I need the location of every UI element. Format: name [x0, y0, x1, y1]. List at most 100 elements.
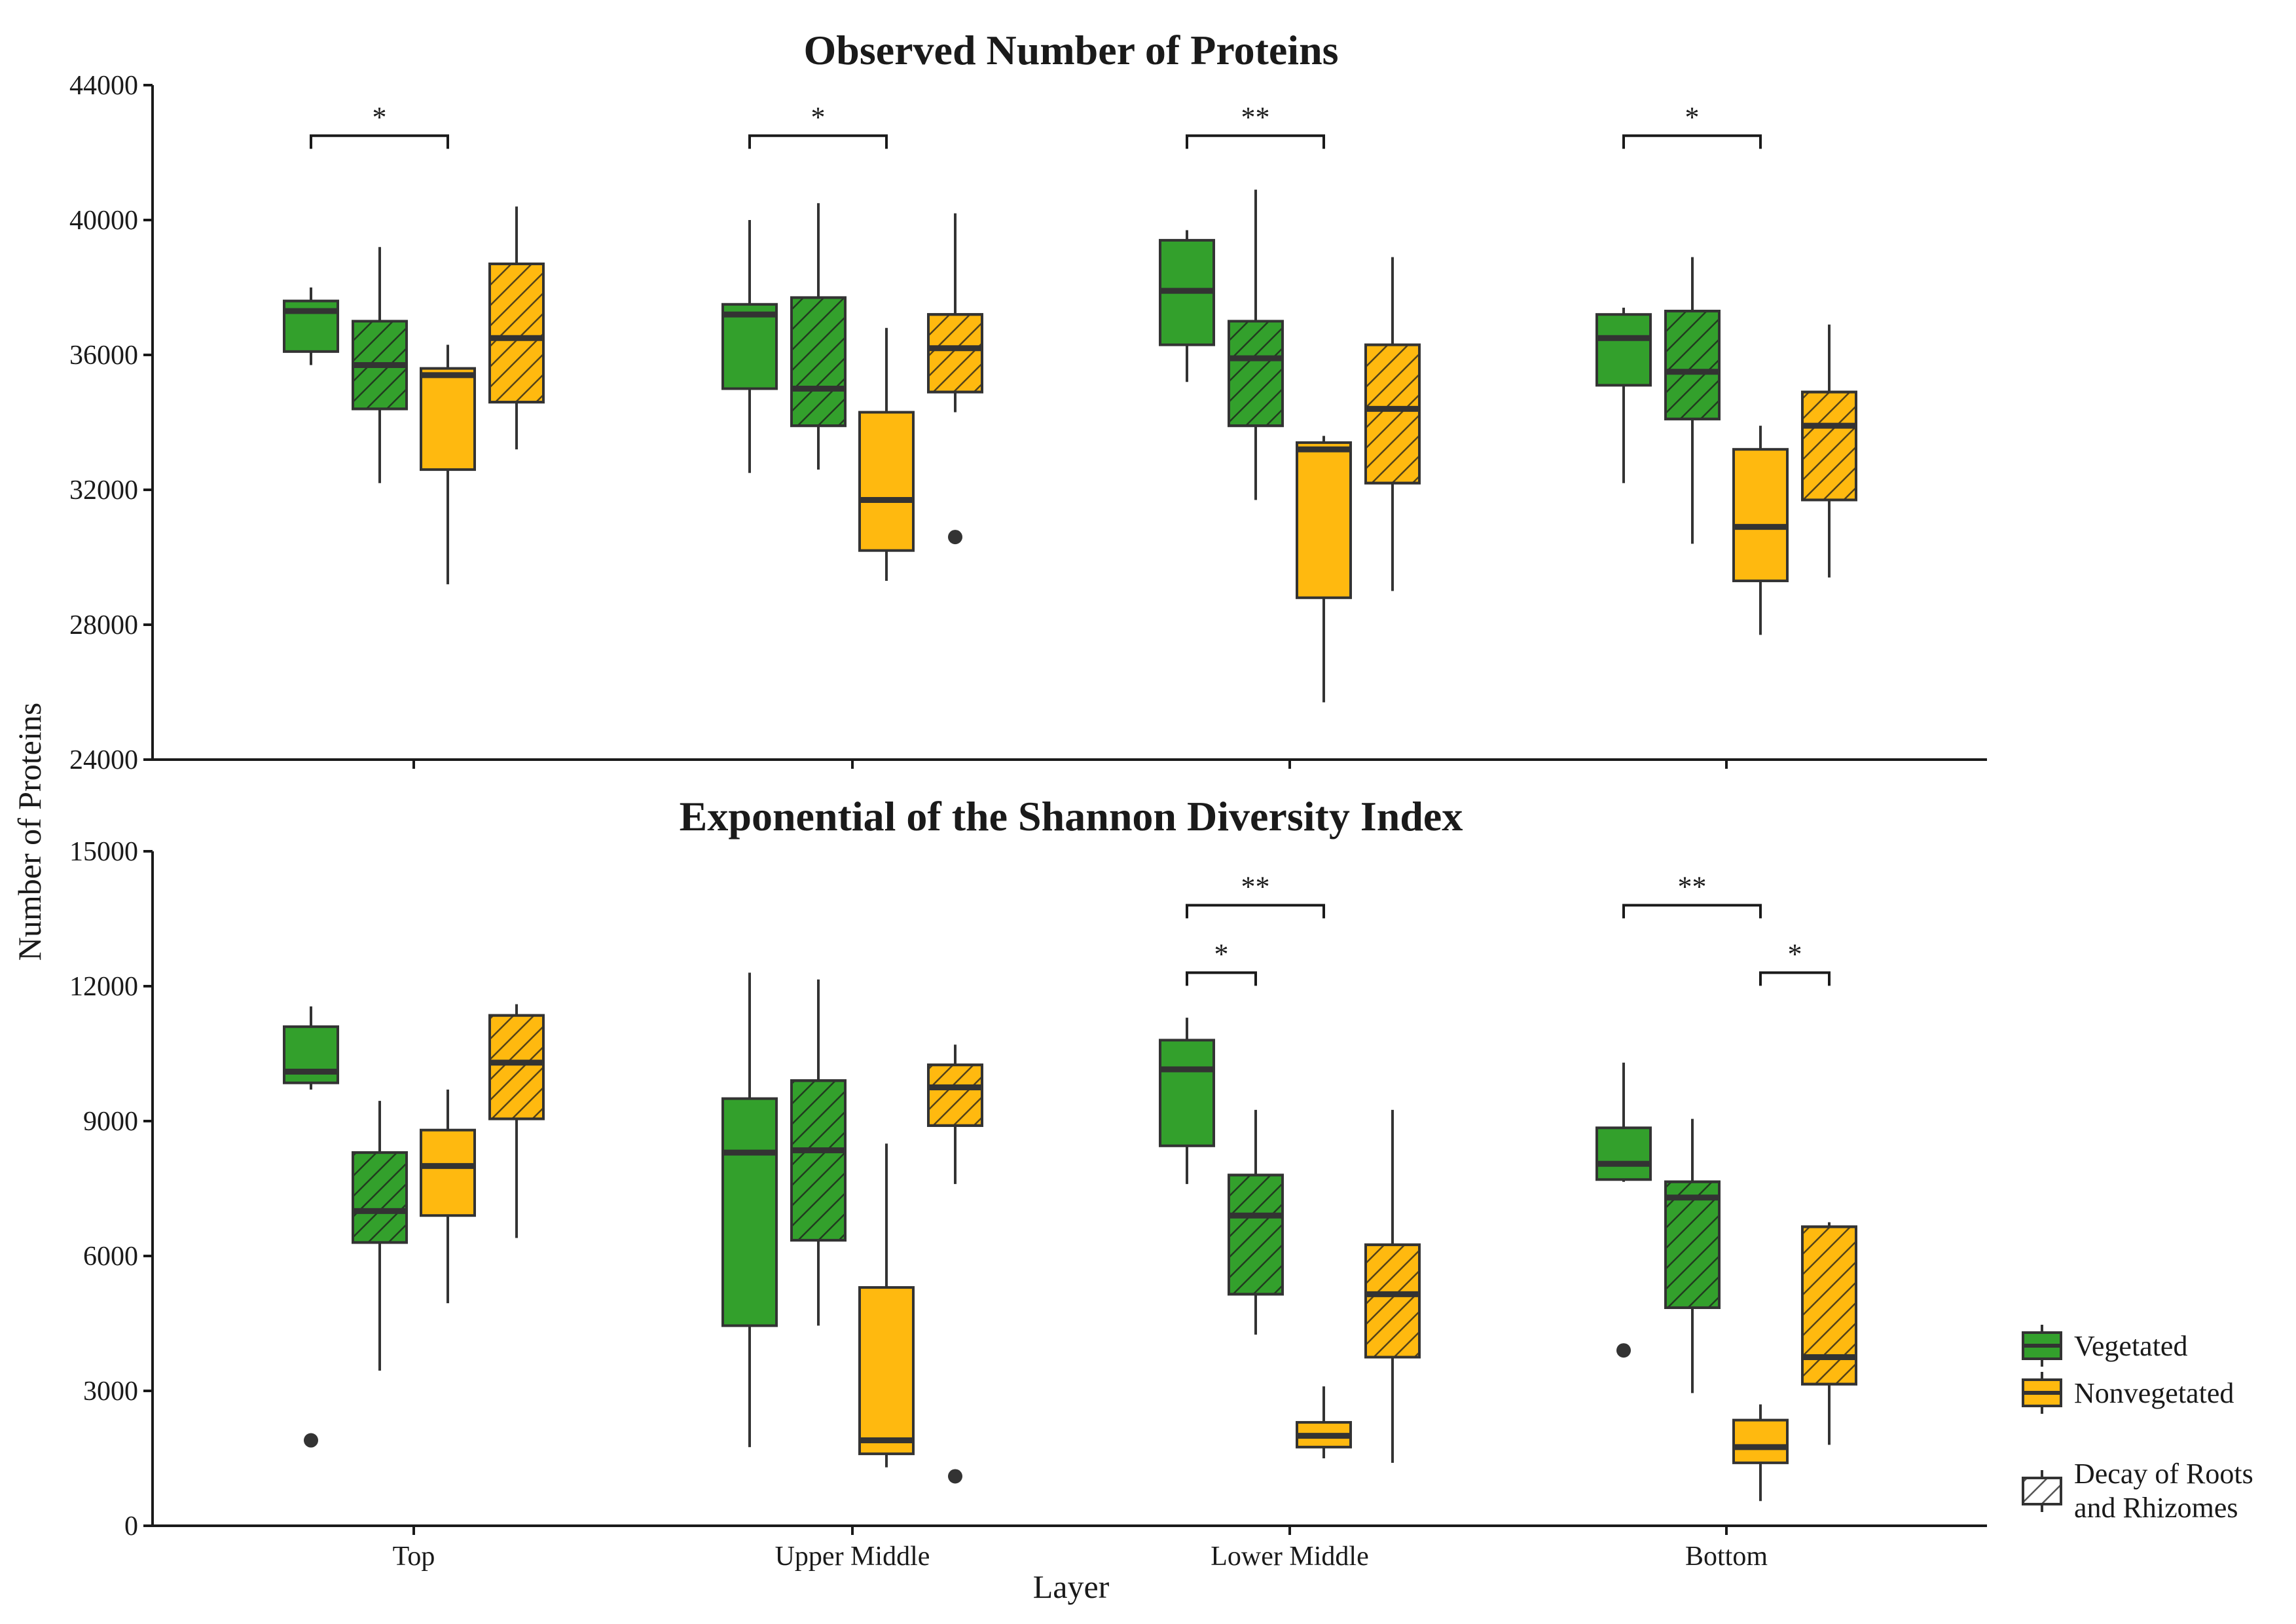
- significance-label: *: [1685, 101, 1700, 133]
- y-tick-label: 9000: [83, 1107, 138, 1137]
- box-body: [1595, 313, 1652, 387]
- box-hatch: [1664, 1180, 1721, 1309]
- box-hatch: [927, 313, 983, 394]
- box-vegetated-decay-2: [1228, 189, 1284, 500]
- box-body: [721, 1097, 778, 1327]
- box-body: [858, 411, 915, 552]
- box-vegetated-1: [721, 972, 778, 1447]
- outlier-point: [948, 530, 962, 545]
- legend-label: Decay of Roots: [2074, 1458, 2253, 1490]
- box-nonvegetated-2: [1296, 1386, 1352, 1458]
- panel-title: Observed Number of Proteins: [803, 27, 1338, 73]
- box-nonvegetated-decay-3: [1801, 1222, 1857, 1445]
- box-hatch: [1228, 1173, 1284, 1296]
- bracket-line: [1759, 971, 1831, 986]
- box-vegetated-decay-0: [352, 247, 408, 483]
- box-vegetated-2: [1159, 1018, 1215, 1185]
- x-axis-title: Layer: [1033, 1568, 1110, 1605]
- box-body: [420, 1128, 476, 1217]
- box-nonvegetated-2: [1296, 435, 1352, 703]
- significance-label: *: [1214, 938, 1229, 970]
- x-tick-label: Upper Middle: [775, 1541, 930, 1572]
- box-body: [1732, 1418, 1789, 1464]
- panel-title: Exponential of the Shannon Diversity Ind…: [680, 793, 1463, 840]
- significance-bracket: *: [748, 101, 888, 149]
- outlier-point: [304, 1433, 318, 1448]
- box-body: [1732, 448, 1789, 583]
- box-vegetated-0: [283, 287, 339, 365]
- outlier-point: [948, 1469, 962, 1484]
- box-vegetated-1: [721, 220, 778, 473]
- bracket-line: [748, 134, 888, 149]
- outlier-point: [1616, 1343, 1631, 1358]
- box-nonvegetated-0: [420, 344, 476, 585]
- bracket-line: [1622, 134, 1762, 149]
- legend-label: Vegetated: [2074, 1330, 2187, 1362]
- y-tick-label: 6000: [83, 1242, 138, 1272]
- significance-bracket: **: [1622, 870, 1762, 919]
- significance-label: **: [1241, 870, 1270, 902]
- legend-item-nonvegetated: Nonvegetated: [2022, 1372, 2234, 1414]
- box-hatch: [790, 296, 847, 428]
- box-nonvegetated-3: [1732, 426, 1789, 635]
- box-vegetated-2: [1159, 230, 1215, 382]
- y-tick-label: 28000: [69, 610, 138, 640]
- significance-label: **: [1241, 101, 1270, 133]
- y-tick-label: 32000: [69, 475, 138, 506]
- bracket-line: [310, 134, 449, 149]
- bracket-line: [1186, 134, 1325, 149]
- significance-label: *: [1788, 938, 1802, 970]
- box-vegetated-decay-3: [1664, 257, 1721, 544]
- box-body: [1159, 1039, 1215, 1147]
- box-body: [420, 367, 476, 471]
- box-vegetated-3: [1595, 1062, 1652, 1358]
- box-hatch: [1801, 1225, 1857, 1386]
- box-body: [1296, 441, 1352, 599]
- chart-panels: Observed Number of Proteins 24000 28000 320…: [69, 27, 1987, 1572]
- box-vegetated-3: [1595, 307, 1652, 483]
- box-vegetated-decay-3: [1664, 1118, 1721, 1393]
- box-vegetated-decay-2: [1228, 1109, 1284, 1335]
- legend-key-hatch: [2022, 1477, 2062, 1505]
- box-hatch: [927, 1063, 983, 1127]
- box-hatch: [488, 262, 545, 404]
- box-vegetated-0: [283, 1006, 339, 1448]
- legend-label: Nonvegetated: [2074, 1377, 2234, 1409]
- box-body: [858, 1286, 915, 1456]
- box-hatch: [1664, 310, 1721, 420]
- box-nonvegetated-decay-3: [1801, 324, 1857, 578]
- box-hatch: [488, 1014, 545, 1120]
- box-hatch: [790, 1079, 847, 1242]
- y-tick-label: 0: [124, 1511, 138, 1541]
- box-nonvegetated-1: [858, 1143, 915, 1467]
- panel-2: Exponential of the Shannon Diversity Ind…: [69, 793, 1987, 1572]
- box-nonvegetated-decay-1: [927, 213, 983, 545]
- significance-bracket: **: [1186, 870, 1325, 919]
- y-tick-label: 40000: [69, 206, 138, 236]
- x-tick-label: Lower Middle: [1211, 1541, 1368, 1572]
- box-hatch: [352, 1151, 408, 1244]
- significance-bracket: *: [310, 101, 449, 149]
- box-nonvegetated-decay-0: [488, 1004, 545, 1238]
- box-hatch: [1364, 343, 1421, 485]
- box-nonvegetated-0: [420, 1089, 476, 1304]
- significance-bracket: *: [1186, 938, 1257, 986]
- box-nonvegetated-3: [1732, 1404, 1789, 1502]
- significance-label: *: [811, 101, 826, 133]
- box-body: [1595, 1126, 1652, 1181]
- panel-1: Observed Number of Proteins 24000 28000 320…: [69, 27, 1987, 775]
- box-nonvegetated-decay-2: [1364, 1109, 1421, 1463]
- significance-bracket: *: [1759, 938, 1831, 986]
- y-tick-label: 24000: [69, 745, 138, 775]
- x-tick-label: Top: [393, 1541, 435, 1572]
- box-nonvegetated-1: [858, 327, 915, 581]
- bracket-line: [1622, 904, 1762, 919]
- box-nonvegetated-decay-2: [1364, 257, 1421, 591]
- y-tick-label: 3000: [83, 1376, 138, 1407]
- box-nonvegetated-decay-1: [927, 1044, 983, 1484]
- y-axis-title: Number of Proteins: [11, 703, 48, 961]
- x-tick-label: Bottom: [1685, 1541, 1768, 1572]
- y-tick-label: 44000: [69, 71, 138, 101]
